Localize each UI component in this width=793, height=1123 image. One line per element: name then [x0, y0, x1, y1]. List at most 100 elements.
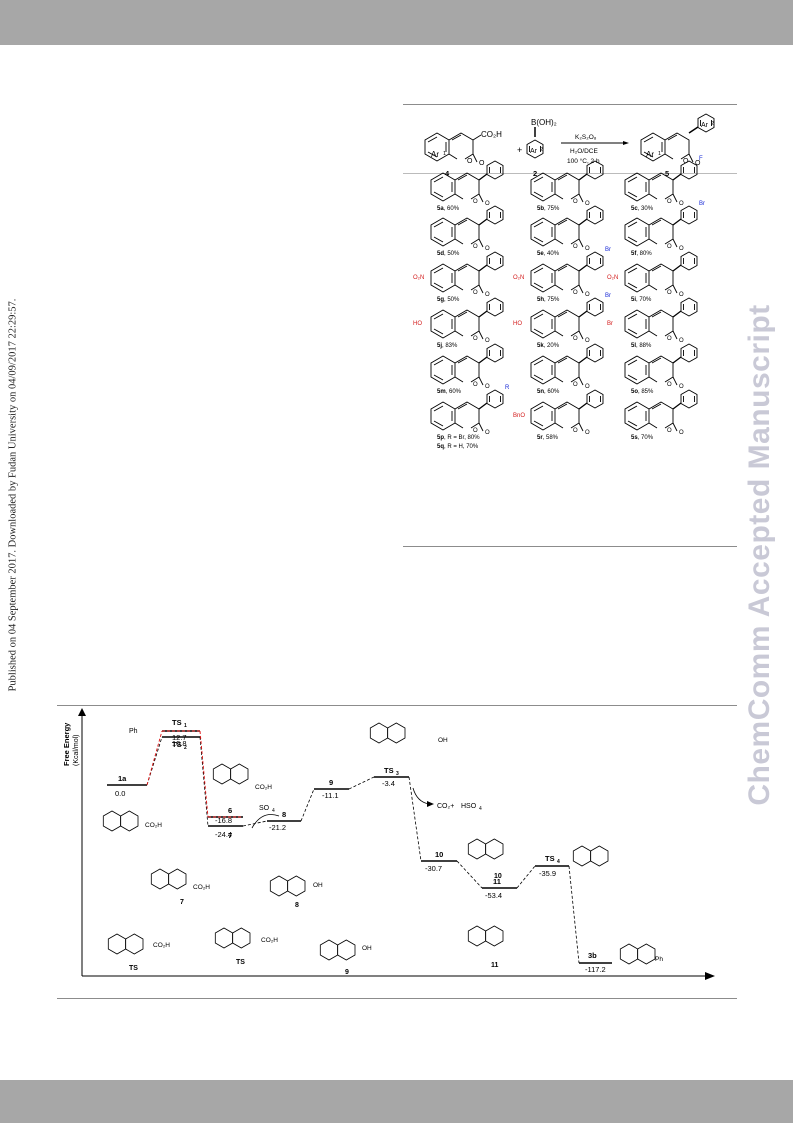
oxygen-atom: O	[667, 428, 672, 434]
substituent-label: Br	[605, 247, 611, 253]
oxygen-atom: O	[485, 246, 490, 252]
product-caption: 5j, 83%	[437, 343, 458, 349]
figure-bottom-rule	[57, 998, 737, 999]
product-caption: 5k, 20%	[537, 343, 560, 349]
product-5h: O O Br O₂N 5h, 75%	[513, 247, 611, 303]
energy-value-s6: -16.8	[215, 816, 232, 825]
svg-text:6: 6	[228, 806, 232, 815]
substituent-label: R	[505, 385, 510, 391]
left-substituent-label: BnO	[513, 413, 525, 419]
substrate-scope-scheme: Ar 1 CO₂H O O 4 + B(OH)₂ Ar 2 2 K₂S₂O₈ H…	[413, 113, 715, 450]
svg-text:TS: TS	[384, 766, 394, 775]
scheme-header-rule	[403, 173, 737, 174]
oxygen-atom: O	[473, 290, 478, 296]
structure-substituent: OH	[438, 737, 448, 744]
svg-text:B(OH)₂: B(OH)₂	[531, 118, 557, 127]
svg-text:4: 4	[272, 808, 275, 814]
product-caption: 5n, 60%	[537, 389, 560, 395]
product-5n: O O 5n, 60%	[530, 343, 604, 395]
energy-value-s11: -53.4	[485, 891, 502, 900]
svg-text:1: 1	[658, 151, 661, 157]
svg-text:4: 4	[479, 806, 482, 812]
structure-substituent: CO₂H	[153, 942, 170, 949]
svg-text:Ar: Ar	[530, 148, 538, 155]
svg-text:1: 1	[443, 151, 446, 157]
svg-text:2: 2	[540, 147, 543, 153]
svg-text:Ar: Ar	[701, 122, 709, 129]
svg-text:0.0: 0.0	[115, 789, 125, 798]
product-5a: O O 5a, 60%	[430, 160, 504, 212]
oxygen-atom: O	[585, 292, 590, 298]
product-caption: 5l, 88%	[631, 343, 652, 349]
svg-text:H₂O/DCE: H₂O/DCE	[570, 148, 598, 155]
structure-substituent: OH	[362, 945, 372, 952]
reaction-header: Ar 1 CO₂H O O 4 + B(OH)₂ Ar 2 2 K₂S₂O₈ H…	[424, 113, 715, 178]
product-caption: 5g, 50%	[437, 297, 460, 303]
oxygen-atom: O	[585, 246, 590, 252]
product-caption: 5q, R = H, 70%	[437, 444, 479, 450]
molecule-structures	[102, 722, 656, 965]
svg-text:10: 10	[435, 850, 443, 859]
figure-top-rule	[57, 705, 737, 706]
product-5o: O O 5o, 85%	[624, 343, 698, 395]
product-5k: O O Br HO 5k, 20%	[513, 293, 611, 349]
svg-text:7: 7	[228, 831, 232, 840]
svg-text:1a: 1a	[118, 774, 127, 783]
structure-id: 7	[180, 899, 184, 906]
y-axis-label: Free Energy	[62, 722, 71, 766]
svg-text:Ph: Ph	[129, 728, 138, 735]
energy-value-s3b: -117.2	[585, 965, 606, 974]
energy-value-ts3: -3.4	[382, 779, 395, 788]
structure-substituent: Ph	[655, 956, 663, 963]
structure-id: 9	[345, 969, 349, 976]
free-energy-profile: Free Energy (Kcal/mol) 1a	[62, 708, 715, 980]
svg-text:Ar: Ar	[646, 150, 654, 159]
svg-text:2: 2	[533, 169, 537, 178]
structure-id: 10	[494, 873, 502, 880]
svg-text:1: 1	[184, 723, 187, 729]
svg-text:100 °C, 2 h: 100 °C, 2 h	[567, 157, 600, 165]
svg-text:3: 3	[396, 771, 399, 777]
oxygen-atom: O	[585, 430, 590, 436]
left-substituent-label: O₂N	[607, 275, 618, 281]
product-5j: O O HO 5j, 83%	[413, 297, 504, 349]
publication-note: Published on 04 September 2017. Download…	[7, 298, 19, 692]
structure-substituent: OH	[313, 882, 323, 889]
oxygen-atom: O	[679, 384, 684, 390]
product-5g: O O O₂N 5g, 50%	[413, 251, 504, 303]
svg-text:SO: SO	[259, 805, 270, 812]
product-caption: 5c, 30%	[631, 206, 654, 212]
structure-substituent: CO₂H	[255, 784, 272, 791]
product-5s: O O 5s, 70%	[624, 389, 698, 441]
svg-text:3b: 3b	[588, 951, 597, 960]
product-caption: 5o, 85%	[631, 389, 654, 395]
product-caption: 5e, 40%	[537, 251, 560, 257]
product-caption: 5a, 60%	[437, 206, 460, 212]
svg-text:5: 5	[665, 169, 669, 178]
product-5q: 5q, R = H, 70%	[437, 444, 479, 450]
oxygen-atom: O	[667, 244, 672, 250]
svg-text:8: 8	[282, 810, 286, 819]
oxygen-atom: O	[679, 338, 684, 344]
oxygen-atom: O	[679, 201, 684, 207]
svg-text:4: 4	[557, 859, 560, 865]
product-5p: O O R 5p, R = Br, 80%	[430, 385, 510, 441]
structure-id: 11	[491, 962, 499, 969]
product-5l: O O Br 5l, 88%	[607, 297, 698, 349]
oxygen-atom: O	[573, 336, 578, 342]
svg-text:HSO: HSO	[461, 803, 477, 810]
oxygen-atom: O	[573, 428, 578, 434]
oxygen-atom: O	[667, 290, 672, 296]
svg-text:+: +	[517, 145, 522, 155]
scheme-bottom-rule	[403, 546, 737, 547]
oxygen-atom: O	[573, 290, 578, 296]
product-5i: O O O₂N 5i, 70%	[607, 251, 698, 303]
energy-value-s8: -21.2	[269, 823, 286, 832]
oxygen-atom: O	[485, 201, 490, 207]
svg-text:O: O	[467, 158, 473, 165]
left-substituent-label: Br	[607, 321, 613, 327]
oxygen-atom: O	[679, 292, 684, 298]
oxygen-atom: O	[473, 199, 478, 205]
product-caption: 5m, 60%	[437, 389, 462, 395]
